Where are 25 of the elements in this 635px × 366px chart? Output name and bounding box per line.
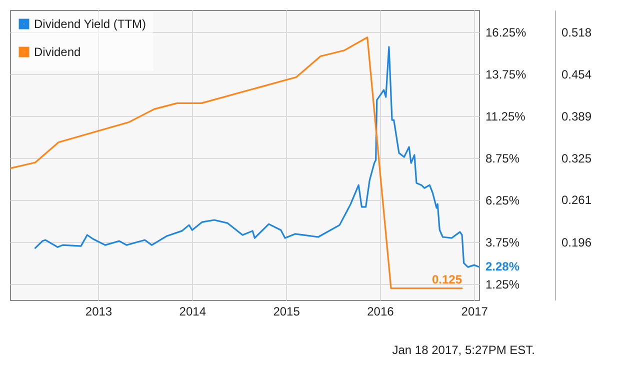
data-label: 0.125 bbox=[432, 272, 462, 286]
x-tick-label: 2014 bbox=[179, 304, 206, 318]
text: Jan 18 2017, 5:27PM EST. bbox=[392, 343, 535, 357]
y2-tick-label: 0.389 bbox=[562, 110, 592, 124]
x-tick-label: 2017 bbox=[461, 304, 488, 318]
y-tick-label: 11.25% bbox=[486, 110, 526, 124]
y2-tick-label: 0.325 bbox=[562, 151, 592, 166]
line-series bbox=[10, 36, 463, 290]
y2-tick-label: 0.518 bbox=[562, 26, 592, 40]
legend-label: Dividend Yield (TTM) bbox=[34, 17, 146, 31]
x-tick-label: 2015 bbox=[273, 304, 300, 318]
y-tick-label: 3.75% bbox=[486, 236, 520, 250]
y-tick-label: 8.75% bbox=[486, 152, 520, 166]
data-label: 2.28% bbox=[485, 260, 520, 274]
x-tick-label: 2013 bbox=[85, 304, 112, 318]
y2-tick-label: 0.454 bbox=[562, 67, 592, 82]
y-tick-label: 1.25% bbox=[486, 278, 520, 292]
legend-label: Dividend bbox=[34, 45, 81, 59]
y2-tick-label: 0.261 bbox=[562, 193, 592, 208]
line-series bbox=[34, 46, 479, 268]
y-tick-label: 16.25% bbox=[486, 26, 527, 40]
x-tick-label: 2016 bbox=[367, 304, 394, 318]
y2-tick-label: 0.196 bbox=[562, 236, 592, 250]
y-tick-label: 13.75% bbox=[486, 68, 527, 82]
y-tick-label: 6.25% bbox=[486, 194, 520, 208]
